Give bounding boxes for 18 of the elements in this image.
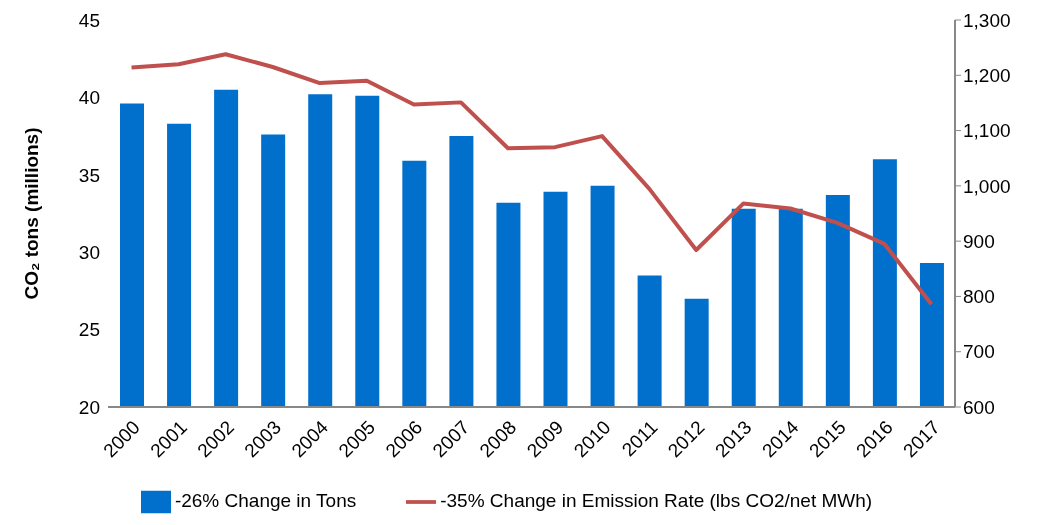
y2-tick-label: 600: [963, 396, 995, 418]
y-tick-label: 40: [78, 87, 100, 109]
y-tick-label: 20: [78, 396, 100, 418]
legend-label: -26% Change in Tons: [174, 490, 357, 512]
line-series: [129, 52, 934, 307]
y-tick-label: 30: [78, 241, 100, 263]
y-tick-label: 35: [78, 164, 100, 186]
y-axis-title: CO₂ tons (millions): [20, 127, 42, 300]
y2-tick-label: 1,300: [963, 9, 1011, 31]
y-tick-label: 25: [78, 319, 100, 341]
y2-tick-label: 1,000: [963, 175, 1011, 197]
y-tick-label: 45: [78, 9, 100, 31]
y2-tick-label: 900: [963, 230, 995, 252]
y2-tick-label: 1,100: [963, 120, 1011, 142]
y2-tick-label: 800: [963, 286, 995, 308]
y2-tick-label: 1,200: [963, 65, 1011, 87]
y2-tick-label: 700: [963, 341, 995, 363]
legend-label: -35% Change in Emission Rate (lbs CO2/net MWh): [440, 490, 873, 512]
